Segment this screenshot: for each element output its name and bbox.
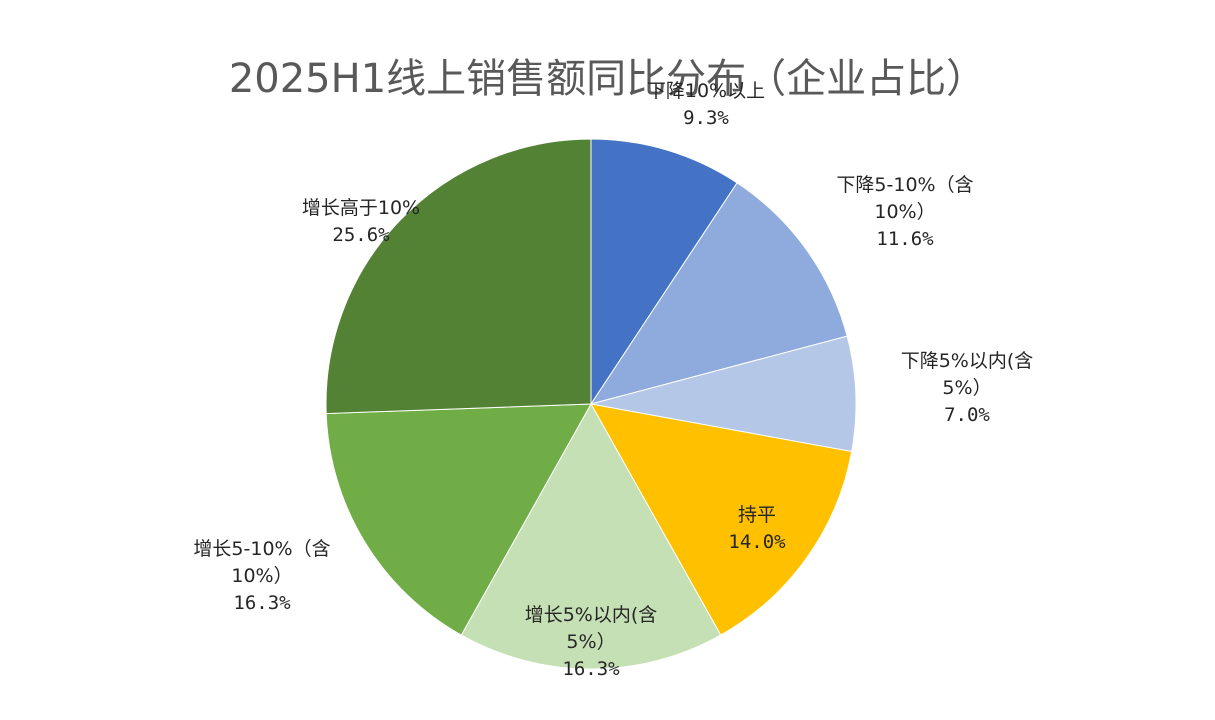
- slice-label-growth-over-10: 增长高于10% 25.6%: [301, 197, 421, 246]
- pie-slice: [590, 335, 857, 453]
- pie-slice: [325, 403, 592, 636]
- slice-label-decline-5-10: 下降5-10%（含 10%） 11.6%: [836, 174, 974, 250]
- pie-slice: [590, 138, 738, 406]
- pie-slice: [589, 182, 848, 405]
- slice-label-flat: 持平 14.0%: [728, 504, 786, 553]
- slice-label-growth-under-5: 增长5%以内(含 5%） 16.3%: [524, 604, 658, 680]
- slice-label-decline-over-10: 下降10%以上 9.3%: [646, 80, 766, 129]
- chart-title: 2025H1线上销售额同比分布（企业占比）: [228, 56, 987, 102]
- pie-slice: [460, 402, 722, 670]
- pie-slice: [590, 403, 853, 636]
- slice-label-growth-5-10: 增长5-10%（含 10%） 16.3%: [193, 538, 331, 614]
- pie-slice: [325, 138, 592, 415]
- slice-label-decline-under-5: 下降5%以内(含 5%） 7.0%: [900, 350, 1034, 426]
